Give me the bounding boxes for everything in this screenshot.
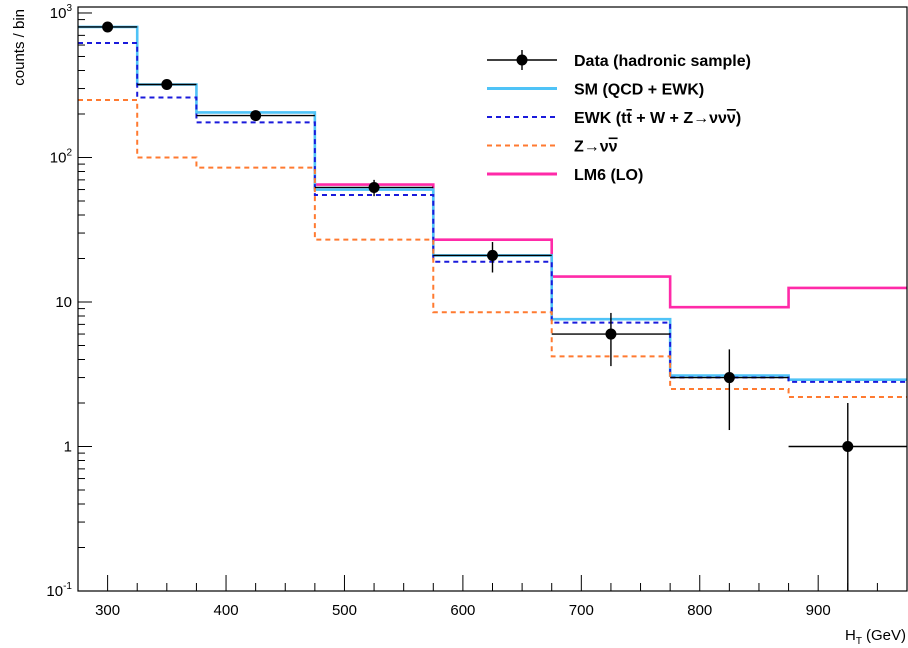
data-point-5	[551, 312, 671, 367]
data-point-marker	[102, 21, 114, 33]
x-axis-title: HT (GeV)	[845, 627, 906, 647]
series-2-line	[78, 41, 907, 383]
data-point-marker	[368, 181, 380, 193]
legend-label: LM6 (LO)	[574, 167, 643, 184]
y-tick-label: 103	[50, 3, 73, 22]
axes-layer	[77, 6, 908, 592]
data-point-marker	[605, 328, 617, 340]
y-tick-label: 10	[55, 294, 72, 311]
y-axis-title: counts / bin	[11, 9, 28, 86]
x-tick-label: 800	[687, 602, 712, 619]
x-tick-label: 500	[332, 602, 357, 619]
series-0-line	[314, 183, 907, 309]
legend-label: EWK (tt + W + Z→ννν)	[574, 110, 741, 127]
data-point-3	[314, 179, 434, 197]
data-point-marker	[723, 372, 735, 384]
data-point-2	[196, 110, 315, 122]
legend-entry-1: SM (QCD + EWK)	[487, 82, 704, 99]
legend-entry-3: Z→νν	[487, 139, 618, 156]
data-point-1	[137, 78, 197, 90]
legend: Data (hadronic sample) SM (QCD + EWK) EWK …	[487, 50, 751, 184]
legend-label: SM (QCD + EWK)	[574, 82, 704, 99]
legend-entry-2: EWK (tt + W + Z→ννν)	[487, 110, 741, 127]
series-1-line	[78, 25, 907, 381]
data-point-0	[78, 21, 138, 33]
x-tick-label: 400	[214, 602, 239, 619]
legend-entry-4: LM6 (LO)	[487, 167, 643, 184]
y-tick-label: 1	[64, 438, 72, 455]
y-tick-label: 10-1	[46, 581, 72, 600]
legend-marker	[516, 54, 528, 66]
y-tick-label: 102	[50, 147, 73, 166]
legend-entry-0: Data (hadronic sample)	[487, 50, 751, 70]
x-tick-label: 300	[95, 602, 120, 619]
data-point-marker	[250, 110, 262, 122]
data-point-7	[788, 402, 907, 591]
x-tick-label: 900	[806, 602, 831, 619]
data-point-4	[433, 242, 552, 273]
data-point-marker	[487, 249, 498, 261]
plot-frame	[77, 6, 908, 592]
axis-labels: 10-1 1 10 102 103 300 400 500 600 700 800 900 counts…	[11, 3, 906, 647]
data-point-6	[670, 349, 789, 431]
x-tick-label: 700	[569, 602, 594, 619]
data-point-marker	[161, 78, 173, 90]
x-tick-label: 600	[450, 602, 475, 619]
data-points-layer	[78, 21, 907, 591]
legend-label: Data (hadronic sample)	[574, 53, 751, 70]
data-point-marker	[842, 440, 854, 452]
series-layer	[78, 25, 907, 399]
legend-label: Z→νν	[574, 139, 618, 156]
